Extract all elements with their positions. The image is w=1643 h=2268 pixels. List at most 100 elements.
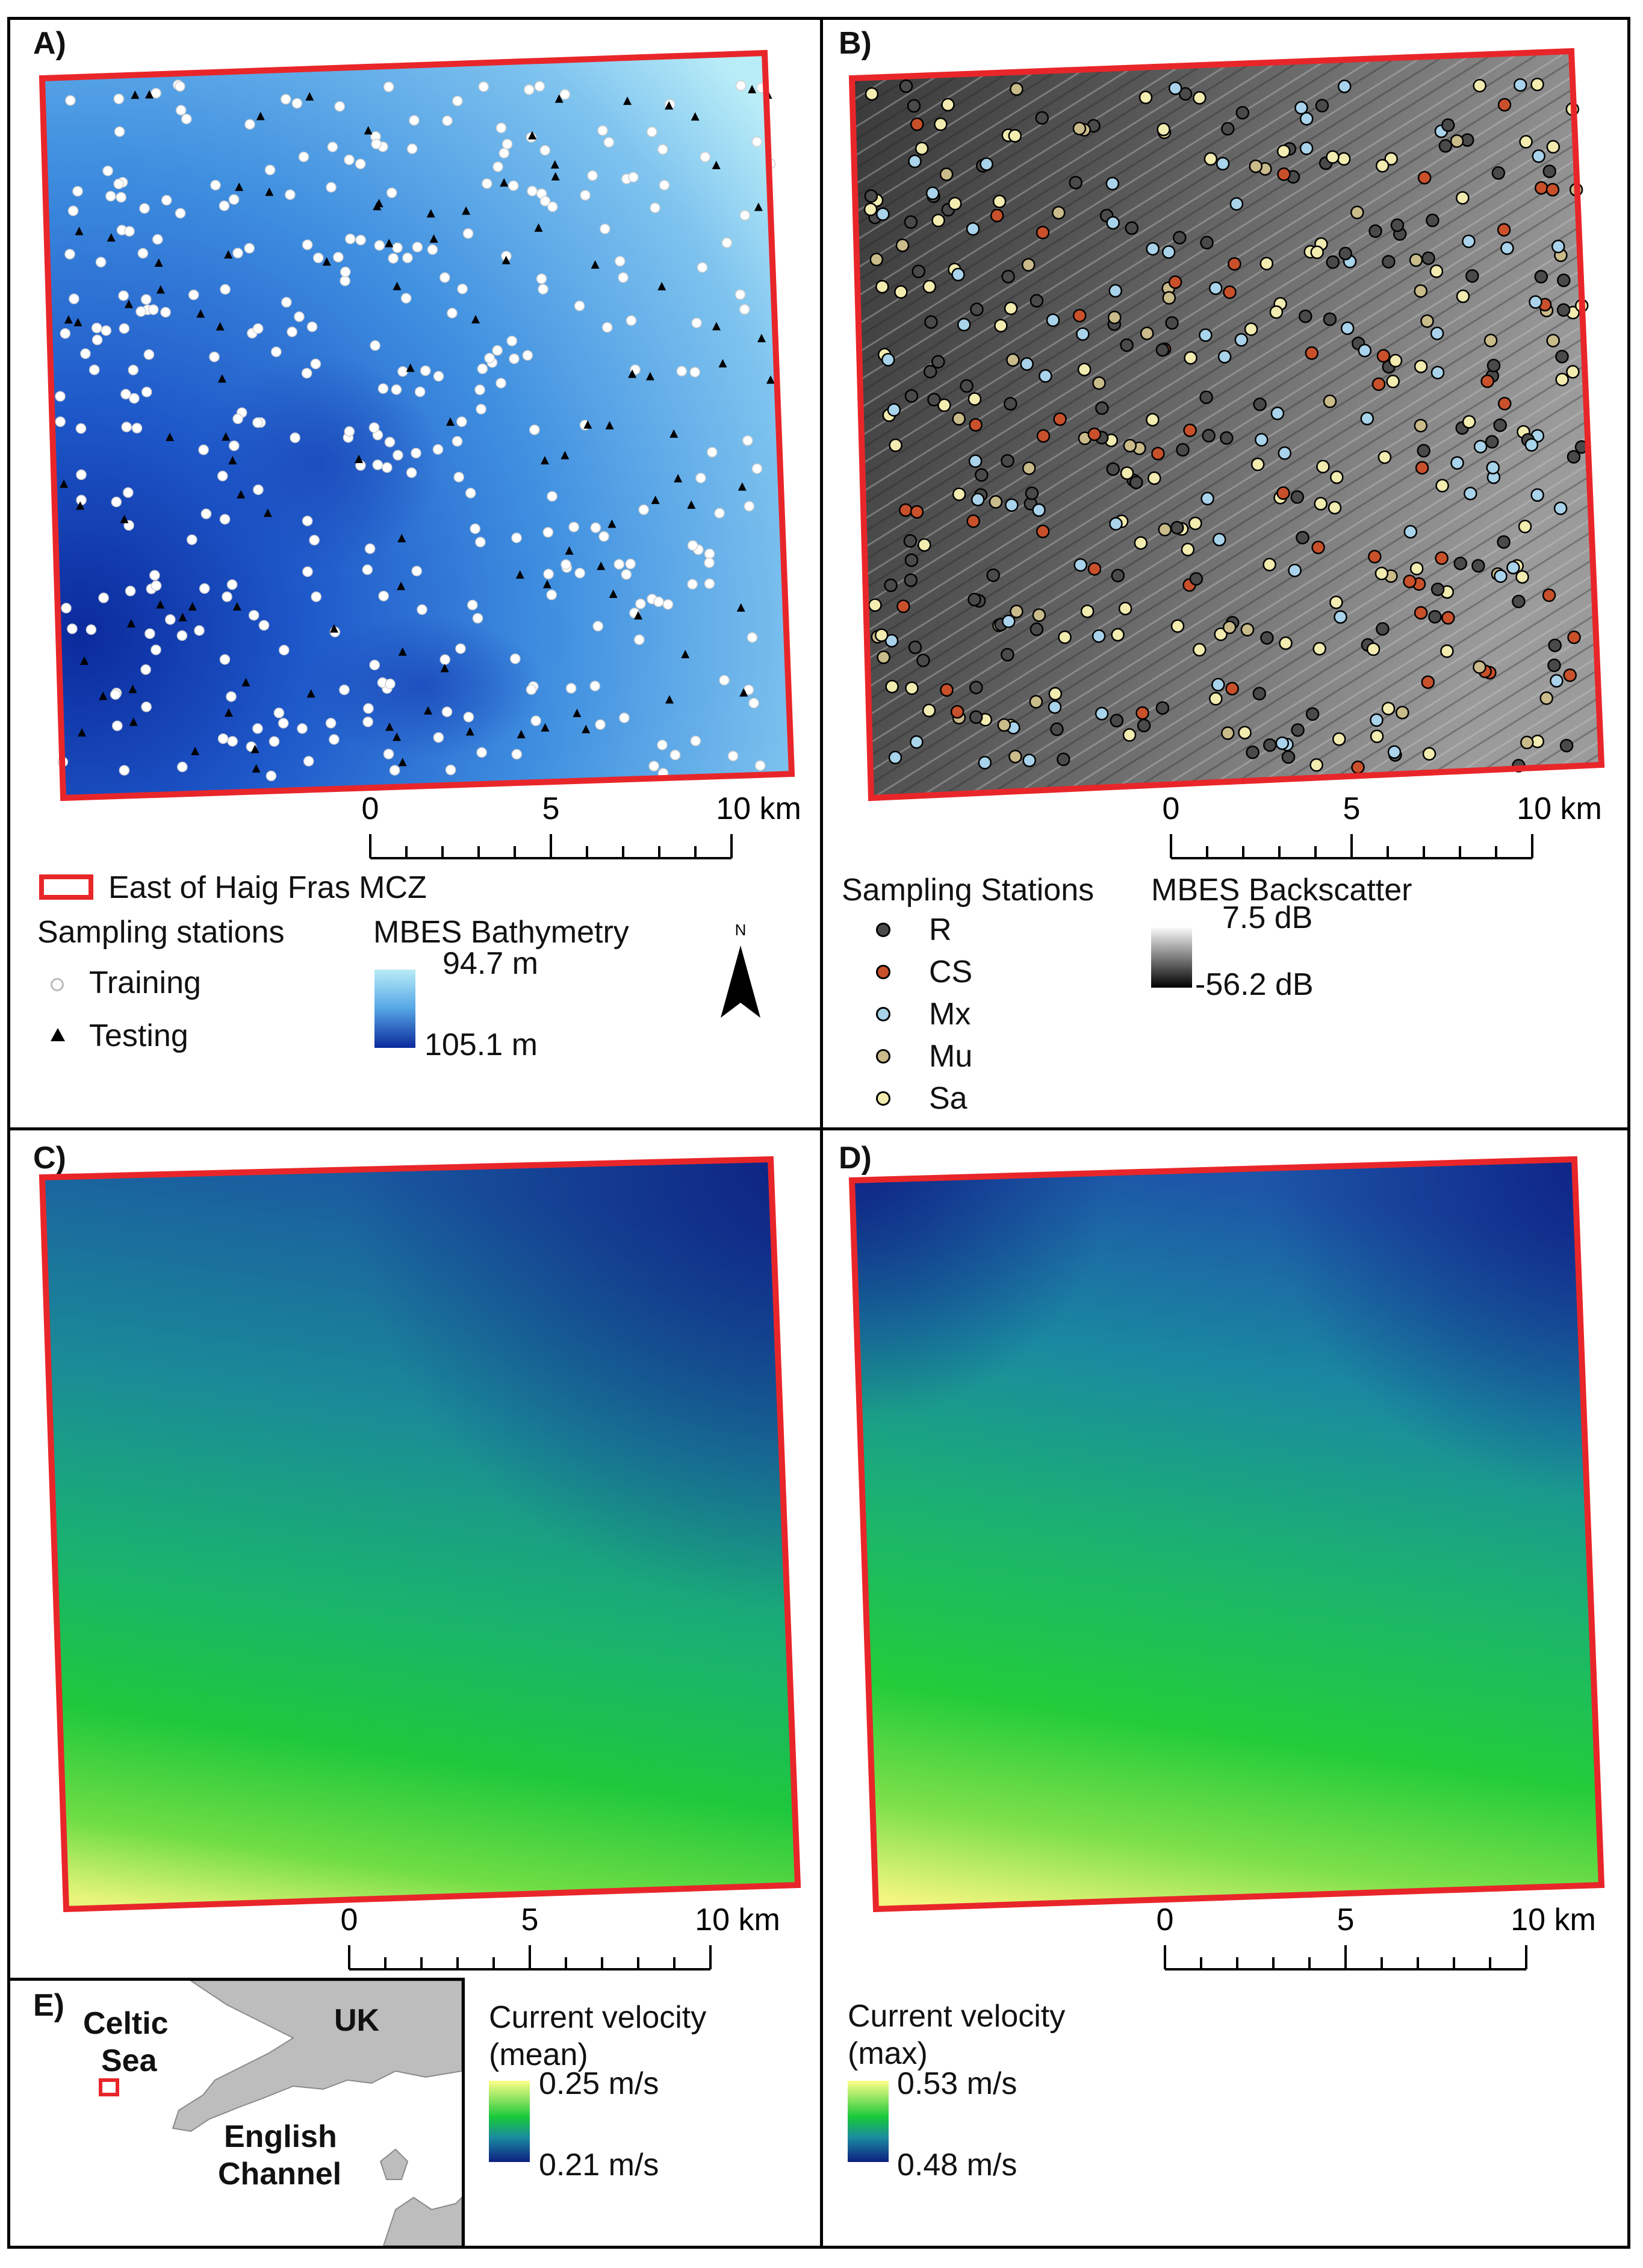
mcz-boundary-d: [848, 1156, 1605, 1913]
training-station: [301, 367, 312, 379]
station-mu: [1221, 726, 1235, 740]
station-cs: [910, 117, 924, 131]
station-sa: [1310, 245, 1324, 260]
station-cs: [1421, 675, 1435, 689]
training-label: Training: [89, 965, 201, 1000]
station-r: [884, 578, 898, 593]
training-station: [252, 417, 263, 428]
training-station: [128, 364, 139, 376]
station-mx: [1450, 456, 1464, 470]
training-station: [217, 733, 229, 744]
station-sa: [1370, 729, 1384, 743]
training-station: [719, 674, 730, 686]
training-station: [135, 306, 146, 317]
training-station: [76, 469, 87, 481]
training-station: [539, 196, 551, 207]
testing-station: [528, 131, 537, 140]
station-cs: [969, 418, 983, 432]
station-mx: [1234, 333, 1249, 347]
station-sa: [1276, 144, 1291, 158]
station-r: [904, 215, 918, 229]
testing-station: [393, 732, 402, 741]
training-station: [691, 317, 702, 328]
station-sa: [1309, 758, 1323, 772]
station-r: [967, 593, 981, 606]
training-station: [676, 366, 688, 377]
testing-station: [554, 94, 564, 103]
station-sa: [948, 196, 962, 211]
station-sa: [1330, 470, 1344, 484]
station-mx: [1022, 753, 1036, 767]
station-r: [1001, 270, 1015, 284]
training-station: [311, 591, 321, 602]
velocity-max-max: 0.53 m/s: [897, 2066, 1017, 2101]
station-mu: [877, 650, 890, 664]
testing-station: [605, 421, 614, 430]
station-mx: [1073, 558, 1087, 572]
training-station: [383, 749, 394, 759]
training-station: [188, 289, 199, 301]
training-station: [508, 180, 519, 192]
testing-station: [674, 473, 683, 482]
testing-station: [691, 112, 700, 121]
training-station: [707, 447, 718, 458]
station-r: [903, 534, 918, 548]
training-station: [364, 543, 376, 554]
training-station: [439, 654, 450, 665]
testing-station: [232, 602, 241, 611]
training-station: [118, 290, 129, 301]
scalebar-d-0: 0: [1157, 1902, 1174, 1937]
station-r: [912, 264, 926, 278]
training-station: [101, 325, 112, 336]
training-station: [657, 740, 668, 750]
testing-station: [373, 202, 382, 211]
station-r: [1338, 246, 1352, 261]
testing-station: [305, 92, 314, 101]
testing-station: [534, 223, 543, 232]
station-sa: [1462, 415, 1476, 429]
training-station: [266, 770, 277, 782]
panel-label-a: A): [33, 26, 66, 61]
station-mx: [1430, 366, 1445, 379]
testing-station: [263, 508, 272, 517]
station-mx: [881, 353, 895, 367]
testing-station: [681, 650, 690, 658]
station-mx: [876, 207, 890, 221]
station-r: [931, 355, 945, 369]
training-station: [587, 170, 598, 181]
station-r: [1221, 122, 1235, 136]
station-sa: [1118, 602, 1132, 615]
station-mx: [1108, 284, 1122, 298]
station-cs: [896, 599, 910, 614]
training-station: [368, 422, 380, 433]
training-station: [597, 125, 608, 136]
training-station: [600, 223, 610, 234]
training-station: [80, 348, 91, 360]
station-r: [1035, 111, 1049, 125]
station-mx: [1299, 142, 1314, 155]
station-r: [1390, 218, 1405, 232]
testing-station: [651, 495, 660, 504]
station-mx: [884, 634, 899, 648]
testing-station: [406, 363, 415, 372]
training-station: [411, 565, 422, 576]
station-r: [1001, 453, 1014, 468]
station-r: [1559, 738, 1574, 753]
station-sa: [1188, 516, 1202, 531]
max-velocity-map: [848, 1156, 1605, 1913]
station-mu: [1107, 310, 1122, 325]
training-station: [417, 604, 427, 615]
class-label: R: [929, 912, 952, 947]
training-station: [595, 719, 606, 730]
training-station: [355, 158, 366, 169]
station-r: [1110, 714, 1124, 727]
testing-label: Testing: [89, 1018, 188, 1053]
station-sa: [885, 679, 899, 694]
training-station: [648, 761, 659, 771]
station-r: [1542, 164, 1556, 178]
station-cs: [1276, 486, 1290, 500]
station-mu: [1420, 314, 1434, 328]
training-station: [754, 760, 766, 771]
station-mx: [1530, 488, 1544, 502]
station-mx: [1211, 678, 1225, 692]
